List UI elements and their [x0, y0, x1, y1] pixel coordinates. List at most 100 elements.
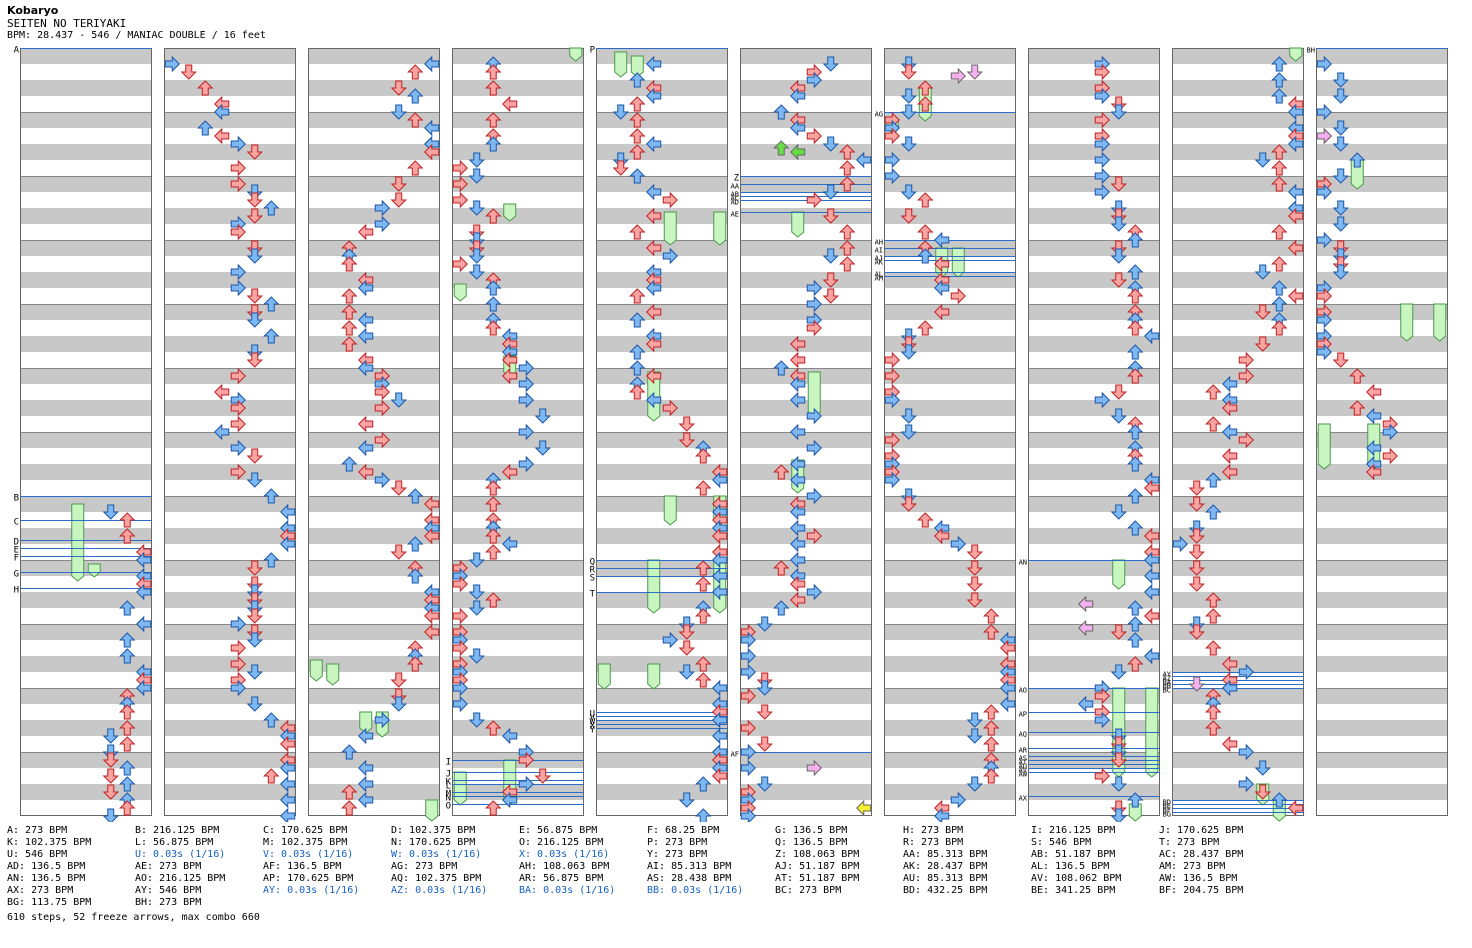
- bpm-marker-label: U: [590, 710, 595, 720]
- beat-stripe: [596, 656, 728, 672]
- bpm-marker-label: BA: [1163, 679, 1172, 687]
- bpm-entry: M: 102.375 BPM: [263, 837, 348, 848]
- beat-stripe: [164, 368, 296, 384]
- beat-stripe: [452, 592, 584, 608]
- beat-stripe: [740, 720, 872, 736]
- chart-info: BPM: 28.437 - 546 / MANIAC DOUBLE / 16 f…: [7, 30, 266, 41]
- bpm-marker-label: AS: [1019, 755, 1027, 763]
- beat-stripe: [20, 720, 152, 736]
- beat-stripe: [1172, 752, 1304, 768]
- beat-stripe: [1028, 400, 1160, 416]
- beat-stripe: [1316, 624, 1448, 640]
- bpm-entry: C: 170.625 BPM: [263, 825, 348, 836]
- bpm-entry: AH: 108.063 BPM: [519, 861, 610, 872]
- bpm-entry: AG: 273 BPM: [391, 861, 458, 872]
- stop-entry: BB: 0.03s (1/16): [647, 885, 744, 896]
- beat-stripe: [884, 112, 1016, 128]
- beat-stripe: [1172, 688, 1304, 704]
- beat-stripe: [308, 592, 440, 608]
- beat-stripe: [452, 112, 584, 128]
- bpm-entry: B: 216.125 BPM: [135, 825, 220, 836]
- beat-stripe: [596, 496, 728, 512]
- bpm-entry: AB: 51.187 BPM: [1031, 849, 1116, 860]
- beat-stripe: [1028, 144, 1160, 160]
- bpm-entry: AI: 85.313 BPM: [647, 861, 732, 872]
- beat-stripe: [164, 688, 296, 704]
- beat-stripe: [308, 336, 440, 352]
- bpm-entry: AQ: 102.375 BPM: [391, 873, 482, 884]
- beat-stripe: [596, 688, 728, 704]
- bpm-entry: AX: 273 BPM: [7, 885, 74, 896]
- bpm-marker-label: K: [446, 778, 452, 788]
- beat-stripe: [452, 528, 584, 544]
- bpm-entry: N: 170.625 BPM: [391, 837, 476, 848]
- beat-stripe: [452, 688, 584, 704]
- beat-stripe: [596, 80, 728, 96]
- beat-stripe: [164, 48, 296, 64]
- beat-stripe: [596, 752, 728, 768]
- freeze-arrow: [1128, 803, 1142, 822]
- beat-stripe: [1316, 368, 1448, 384]
- stop-entry: AZ: 0.03s (1/16): [391, 885, 488, 896]
- freeze-arrow: [1433, 303, 1447, 342]
- bpm-legend-row: K: 102.375 BPM L: 56.875 BPM M: 102.375 BP…: [7, 837, 1307, 849]
- beat-stripe: [884, 752, 1016, 768]
- beat-stripe: [596, 624, 728, 640]
- beat-stripe: [164, 592, 296, 608]
- bpm-entry: L: 56.875 BPM: [135, 837, 214, 848]
- beat-stripe: [884, 560, 1016, 576]
- bpm-marker-label: V: [590, 714, 596, 724]
- beat-stripe: [740, 784, 872, 800]
- beat-stripe: [1316, 176, 1448, 192]
- beat-stripe: [308, 560, 440, 576]
- bpm-entry: AE: 273 BPM: [135, 861, 202, 872]
- bpm-entry: AS: 28.438 BPM: [647, 873, 732, 884]
- beat-stripe: [308, 112, 440, 128]
- beat-stripe: [308, 400, 440, 416]
- bpm-marker-label: AH: [875, 239, 883, 247]
- bpm-marker-label: AP: [1019, 711, 1027, 719]
- beat-stripe: [596, 528, 728, 544]
- freeze-arrow: [87, 563, 101, 578]
- bpm-marker-label: B: [14, 494, 19, 504]
- beat-stripe: [1028, 624, 1160, 640]
- beat-stripe: [452, 240, 584, 256]
- bpm-marker-label: AK: [875, 259, 884, 267]
- beat-stripe: [1028, 176, 1160, 192]
- beat-stripe: [740, 624, 872, 640]
- beat-stripe: [596, 144, 728, 160]
- bpm-marker-label: AA: [731, 183, 740, 191]
- freeze-arrow: [569, 47, 583, 62]
- chart-column: [308, 48, 440, 816]
- beat-stripe: [308, 720, 440, 736]
- bpm-marker-label: AY: [1163, 671, 1172, 679]
- beat-stripe: [164, 496, 296, 512]
- beat-stripe: [1316, 496, 1448, 512]
- freeze-arrow: [630, 55, 644, 78]
- step-chart: ABCDEFGHIJKLMNOPQRSTUVWXYZAAABACADAEAFAG…: [14, 46, 1448, 822]
- beat-stripe: [1172, 48, 1304, 64]
- bpm-entry: O: 216.125 BPM: [519, 837, 604, 848]
- chart-column: [596, 48, 728, 816]
- beat-stripe: [1028, 688, 1160, 704]
- bpm-entry: AM: 273 BPM: [1159, 861, 1226, 872]
- beat-stripe: [740, 336, 872, 352]
- bpm-entry: F: 68.25 BPM: [647, 825, 720, 836]
- bpm-marker-label: BF: [1163, 807, 1171, 815]
- freeze-arrow: [647, 663, 661, 690]
- bpm-marker-label: AF: [731, 751, 739, 759]
- beat-stripe: [1172, 400, 1304, 416]
- beat-stripe: [20, 144, 152, 160]
- bpm-entry: AT: 51.187 BPM: [775, 873, 860, 884]
- freeze-arrow: [453, 771, 467, 806]
- beat-stripe: [452, 720, 584, 736]
- beat-stripe: [20, 400, 152, 416]
- beat-stripe: [1316, 240, 1448, 256]
- freeze-arrow: [326, 663, 340, 686]
- bpm-entry: U: 546 BPM: [7, 849, 68, 860]
- freeze-arrow: [71, 503, 85, 582]
- beat-stripe: [164, 400, 296, 416]
- beat-stripe: [596, 784, 728, 800]
- beat-stripe: [596, 592, 728, 608]
- bpm-marker-label: BG: [1163, 811, 1171, 819]
